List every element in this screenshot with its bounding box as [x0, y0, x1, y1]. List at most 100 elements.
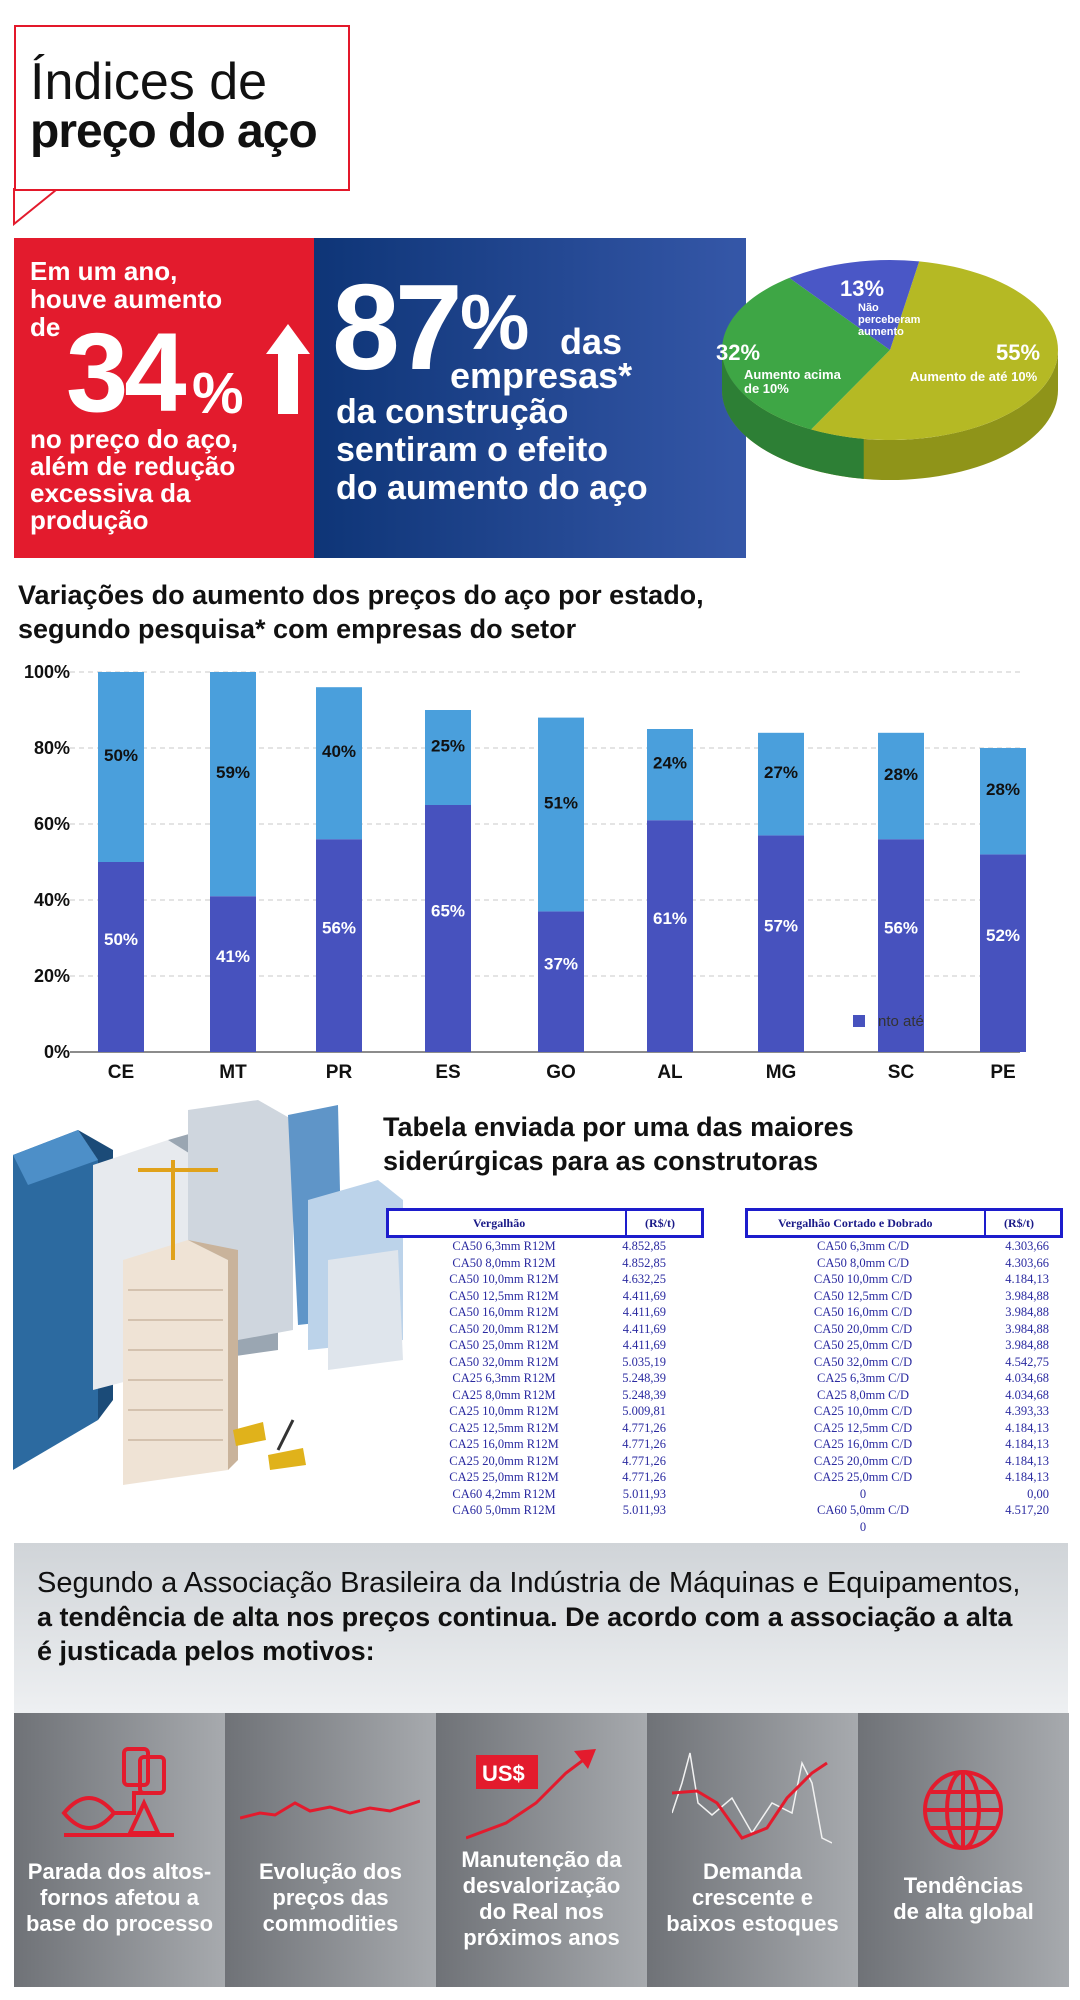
table-row: CA25 6,3mm C/D 4.034,68 [745, 1370, 1063, 1387]
red-panel-number: 34 [66, 310, 187, 435]
bar-label-top: 27% [764, 763, 798, 782]
table-row: CA60 5,0mm R12M 5.011,93 [386, 1502, 704, 1519]
globe-icon [923, 1770, 1003, 1850]
association-panel [14, 1543, 1068, 1713]
reason-label-line: fornos afetou a [40, 1885, 199, 1910]
table-row: CA50 8,0mm C/D 4.303,66 [745, 1255, 1063, 1272]
x-category-label: MG [766, 1062, 797, 1083]
table-cell-product: CA25 6,3mm R12M [452, 1371, 556, 1385]
table-cell-price: 5.009,81 [622, 1404, 666, 1418]
red-panel-line: de [30, 312, 61, 342]
table-cell-price: 4.184,13 [1005, 1437, 1049, 1451]
table-cell-price: 4.771,26 [622, 1420, 666, 1435]
table-row: CA50 6,3mm C/D 4.303,66 [745, 1238, 1063, 1255]
pie-label-pct-32: 32% [716, 340, 760, 365]
x-category-label: PR [326, 1062, 353, 1083]
reason-label-line: Tendências [903, 1873, 1024, 1898]
table-row: CA25 25,0mm R12M 4.771,26 [386, 1469, 704, 1486]
table-cell-price: 4.393,33 [1005, 1404, 1049, 1418]
bar-segment-bottom [316, 839, 362, 1052]
table-cell-price: 4.632,25 [622, 1272, 666, 1286]
red-panel-line: houve aumento [30, 284, 223, 314]
y-tick-label: 60% [34, 814, 70, 834]
reason-label-line: preços das [272, 1885, 389, 1910]
pie-label-55: Aumento de até 10% [910, 369, 1038, 384]
blue-stat-panel: 87 % das empresas* da construção sentira… [314, 238, 746, 558]
pie-label-32-line: Aumento acima [744, 367, 842, 382]
table-row: CA60 5,0mm C/D 4.517,20 [745, 1502, 1063, 1519]
table-cell-price: 4.034,68 [1005, 1371, 1049, 1385]
bar-segment-top [210, 672, 256, 897]
bar-label-bottom: 37% [544, 955, 578, 974]
table-row: CA25 10,0mm C/D 4.393,33 [745, 1403, 1063, 1420]
bar-label-bottom: 57% [764, 917, 798, 936]
table-row: CA25 25,0mm C/D 4.184,13 [745, 1469, 1063, 1486]
table-row: CA50 16,0mm C/D 3.984,88 [745, 1304, 1063, 1321]
x-category-label: PE [990, 1062, 1015, 1083]
table-cell-product: CA25 25,0mm C/D [813, 1470, 913, 1484]
bar-segment-top [758, 732, 804, 836]
pie-label-13-line: aumento [858, 326, 904, 338]
reason-card-blast-furnace: Parada dos altos- fornos afetou a base d… [14, 1713, 225, 1987]
us-dollar-badge: US$ [482, 1761, 525, 1786]
table-row: CA50 25,0mm C/D 3.984,88 [745, 1337, 1063, 1354]
bar-segment-top [980, 748, 1026, 855]
table-cell-product: CA50 10,0mm R12M [449, 1272, 559, 1286]
stacked-bar-chart: 0% 20% 40% 60% 80% 100% 50% 50% CE 41% 59% MT 56% 40… [24, 662, 1026, 1083]
table-row: CA50 10,0mm C/D 4.184,13 [745, 1271, 1063, 1288]
table-cell-price: 4.411,69 [622, 1288, 666, 1303]
title-line-2: preço do aço [30, 105, 318, 158]
table-cell-price: 4.411,69 [622, 1321, 666, 1336]
table-cell-price: 5.248,39 [622, 1371, 666, 1385]
pie-slice [789, 260, 920, 350]
table-heading-line-2: siderúrgicas para as construtoras [383, 1146, 819, 1176]
reason-card-real-devaluation: US$ Manutenção da desvalorização do Real… [436, 1713, 647, 1987]
table-cell-product: CA50 16,0mm R12M [449, 1305, 559, 1319]
bar-segment-bottom [647, 820, 693, 1052]
table-cell-product: CA50 6,3mm C/D [816, 1239, 910, 1253]
table-cell-product: CA50 8,0mm R12M [452, 1255, 556, 1270]
table-cell-product: CA25 12,5mm R12M [449, 1420, 559, 1435]
pie-label-pct-55: 55% [996, 340, 1040, 365]
table-cell-product: 0 [859, 1519, 867, 1534]
reason-card-global-trend: Tendências de alta global [858, 1713, 1069, 1987]
y-tick-label: 80% [34, 738, 70, 758]
bar-segment-bottom [758, 835, 804, 1052]
bar-segment-bottom [210, 896, 256, 1052]
buildings-illustration-icon [13, 1100, 403, 1485]
pie-label-13-line: Não [858, 302, 879, 314]
table-row: CA25 6,3mm R12M 5.248,39 [386, 1370, 704, 1387]
table-cell-price: 4.184,13 [1005, 1272, 1049, 1286]
table-cell-product: CA25 8,0mm R12M [452, 1387, 556, 1402]
reason-label-line: base do processo [25, 1911, 214, 1936]
table-cell-product: CA60 5,0mm R12M [452, 1503, 556, 1517]
table-row: CA50 12,5mm R12M 4.411,69 [386, 1288, 704, 1305]
table-row: CA25 20,0mm R12M 4.771,26 [386, 1453, 704, 1470]
table-row: CA50 32,0mm C/D 4.542,75 [745, 1354, 1063, 1371]
table-row: CA25 16,0mm C/D 4.184,13 [745, 1436, 1063, 1453]
table-cell-price: 0,00 [1027, 1486, 1049, 1501]
red-stat-panel: Em um ano, houve aumento de 34 % no preç… [14, 238, 314, 558]
x-category-label: MT [219, 1062, 247, 1083]
table-cell-price: 3.984,88 [1005, 1288, 1049, 1303]
table-row: CA25 16,0mm R12M 4.771,26 [386, 1436, 704, 1453]
table-cell-price: 4.411,69 [622, 1305, 666, 1319]
bar-label-bottom: 41% [216, 947, 250, 966]
blue-panel-line: do aumento do aço [336, 469, 648, 507]
table-row: CA50 10,0mm R12M 4.632,25 [386, 1271, 704, 1288]
bar-label-top: 51% [544, 794, 578, 813]
table-cell-product: CA50 25,0mm C/D [813, 1338, 913, 1352]
table-cell-product: CA50 12,5mm R12M [449, 1288, 559, 1303]
pie-slice [722, 277, 890, 430]
demand-chart-icon [672, 1752, 832, 1844]
blue-panel-empresas: empresas* [450, 355, 633, 396]
bar-label-bottom: 50% [104, 930, 138, 949]
table-cell-product: CA50 8,0mm C/D [816, 1255, 910, 1270]
table-cell-product: CA25 12,5mm C/D [813, 1420, 913, 1435]
bar-label-bottom: 56% [884, 919, 918, 938]
bar-label-top: 40% [322, 742, 356, 761]
reason-card-demand: Demanda crescente e baixos estoques [647, 1713, 858, 1987]
table-row: CA25 8,0mm C/D 4.034,68 [745, 1387, 1063, 1404]
x-category-label: GO [546, 1062, 576, 1083]
table-header-price: (R$/t) [1004, 1216, 1034, 1230]
